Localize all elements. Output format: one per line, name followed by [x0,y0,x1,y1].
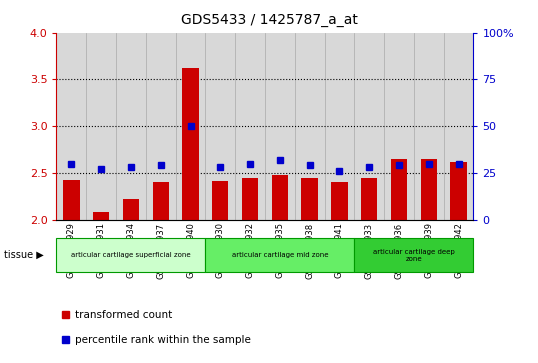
Bar [175,33,206,220]
Bar [295,33,324,220]
Bar [361,178,377,220]
Bar [93,212,109,220]
Bar [123,199,139,220]
Text: articular cartilage mid zone: articular cartilage mid zone [231,252,328,258]
Bar [153,182,169,220]
Bar [355,33,384,220]
Bar [56,33,86,220]
Bar [331,182,348,220]
Bar [242,178,258,220]
Bar [265,33,295,220]
Bar [421,159,437,220]
Bar [56,238,206,272]
Text: transformed count: transformed count [75,310,173,320]
Text: articular cartilage deep
zone: articular cartilage deep zone [373,249,455,261]
Bar [206,33,235,220]
Bar [212,181,229,220]
Bar [355,238,473,272]
Bar [272,175,288,220]
Text: GDS5433 / 1425787_a_at: GDS5433 / 1425787_a_at [181,13,357,27]
Bar [450,162,467,220]
Text: articular cartilage superficial zone: articular cartilage superficial zone [71,252,191,258]
Bar [301,178,318,220]
Bar [206,238,355,272]
Bar [182,68,199,220]
Bar [116,33,146,220]
Bar [391,159,407,220]
Bar [414,33,444,220]
Bar [146,33,175,220]
Bar [324,33,355,220]
Text: percentile rank within the sample: percentile rank within the sample [75,335,251,345]
Bar [86,33,116,220]
Bar [384,33,414,220]
Bar [235,33,265,220]
Bar [444,33,473,220]
Bar [63,180,80,220]
Text: tissue ▶: tissue ▶ [4,250,44,260]
